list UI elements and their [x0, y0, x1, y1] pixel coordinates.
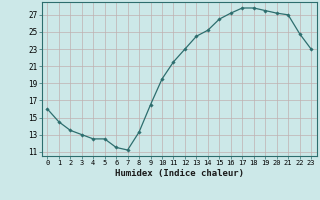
X-axis label: Humidex (Indice chaleur): Humidex (Indice chaleur) [115, 169, 244, 178]
